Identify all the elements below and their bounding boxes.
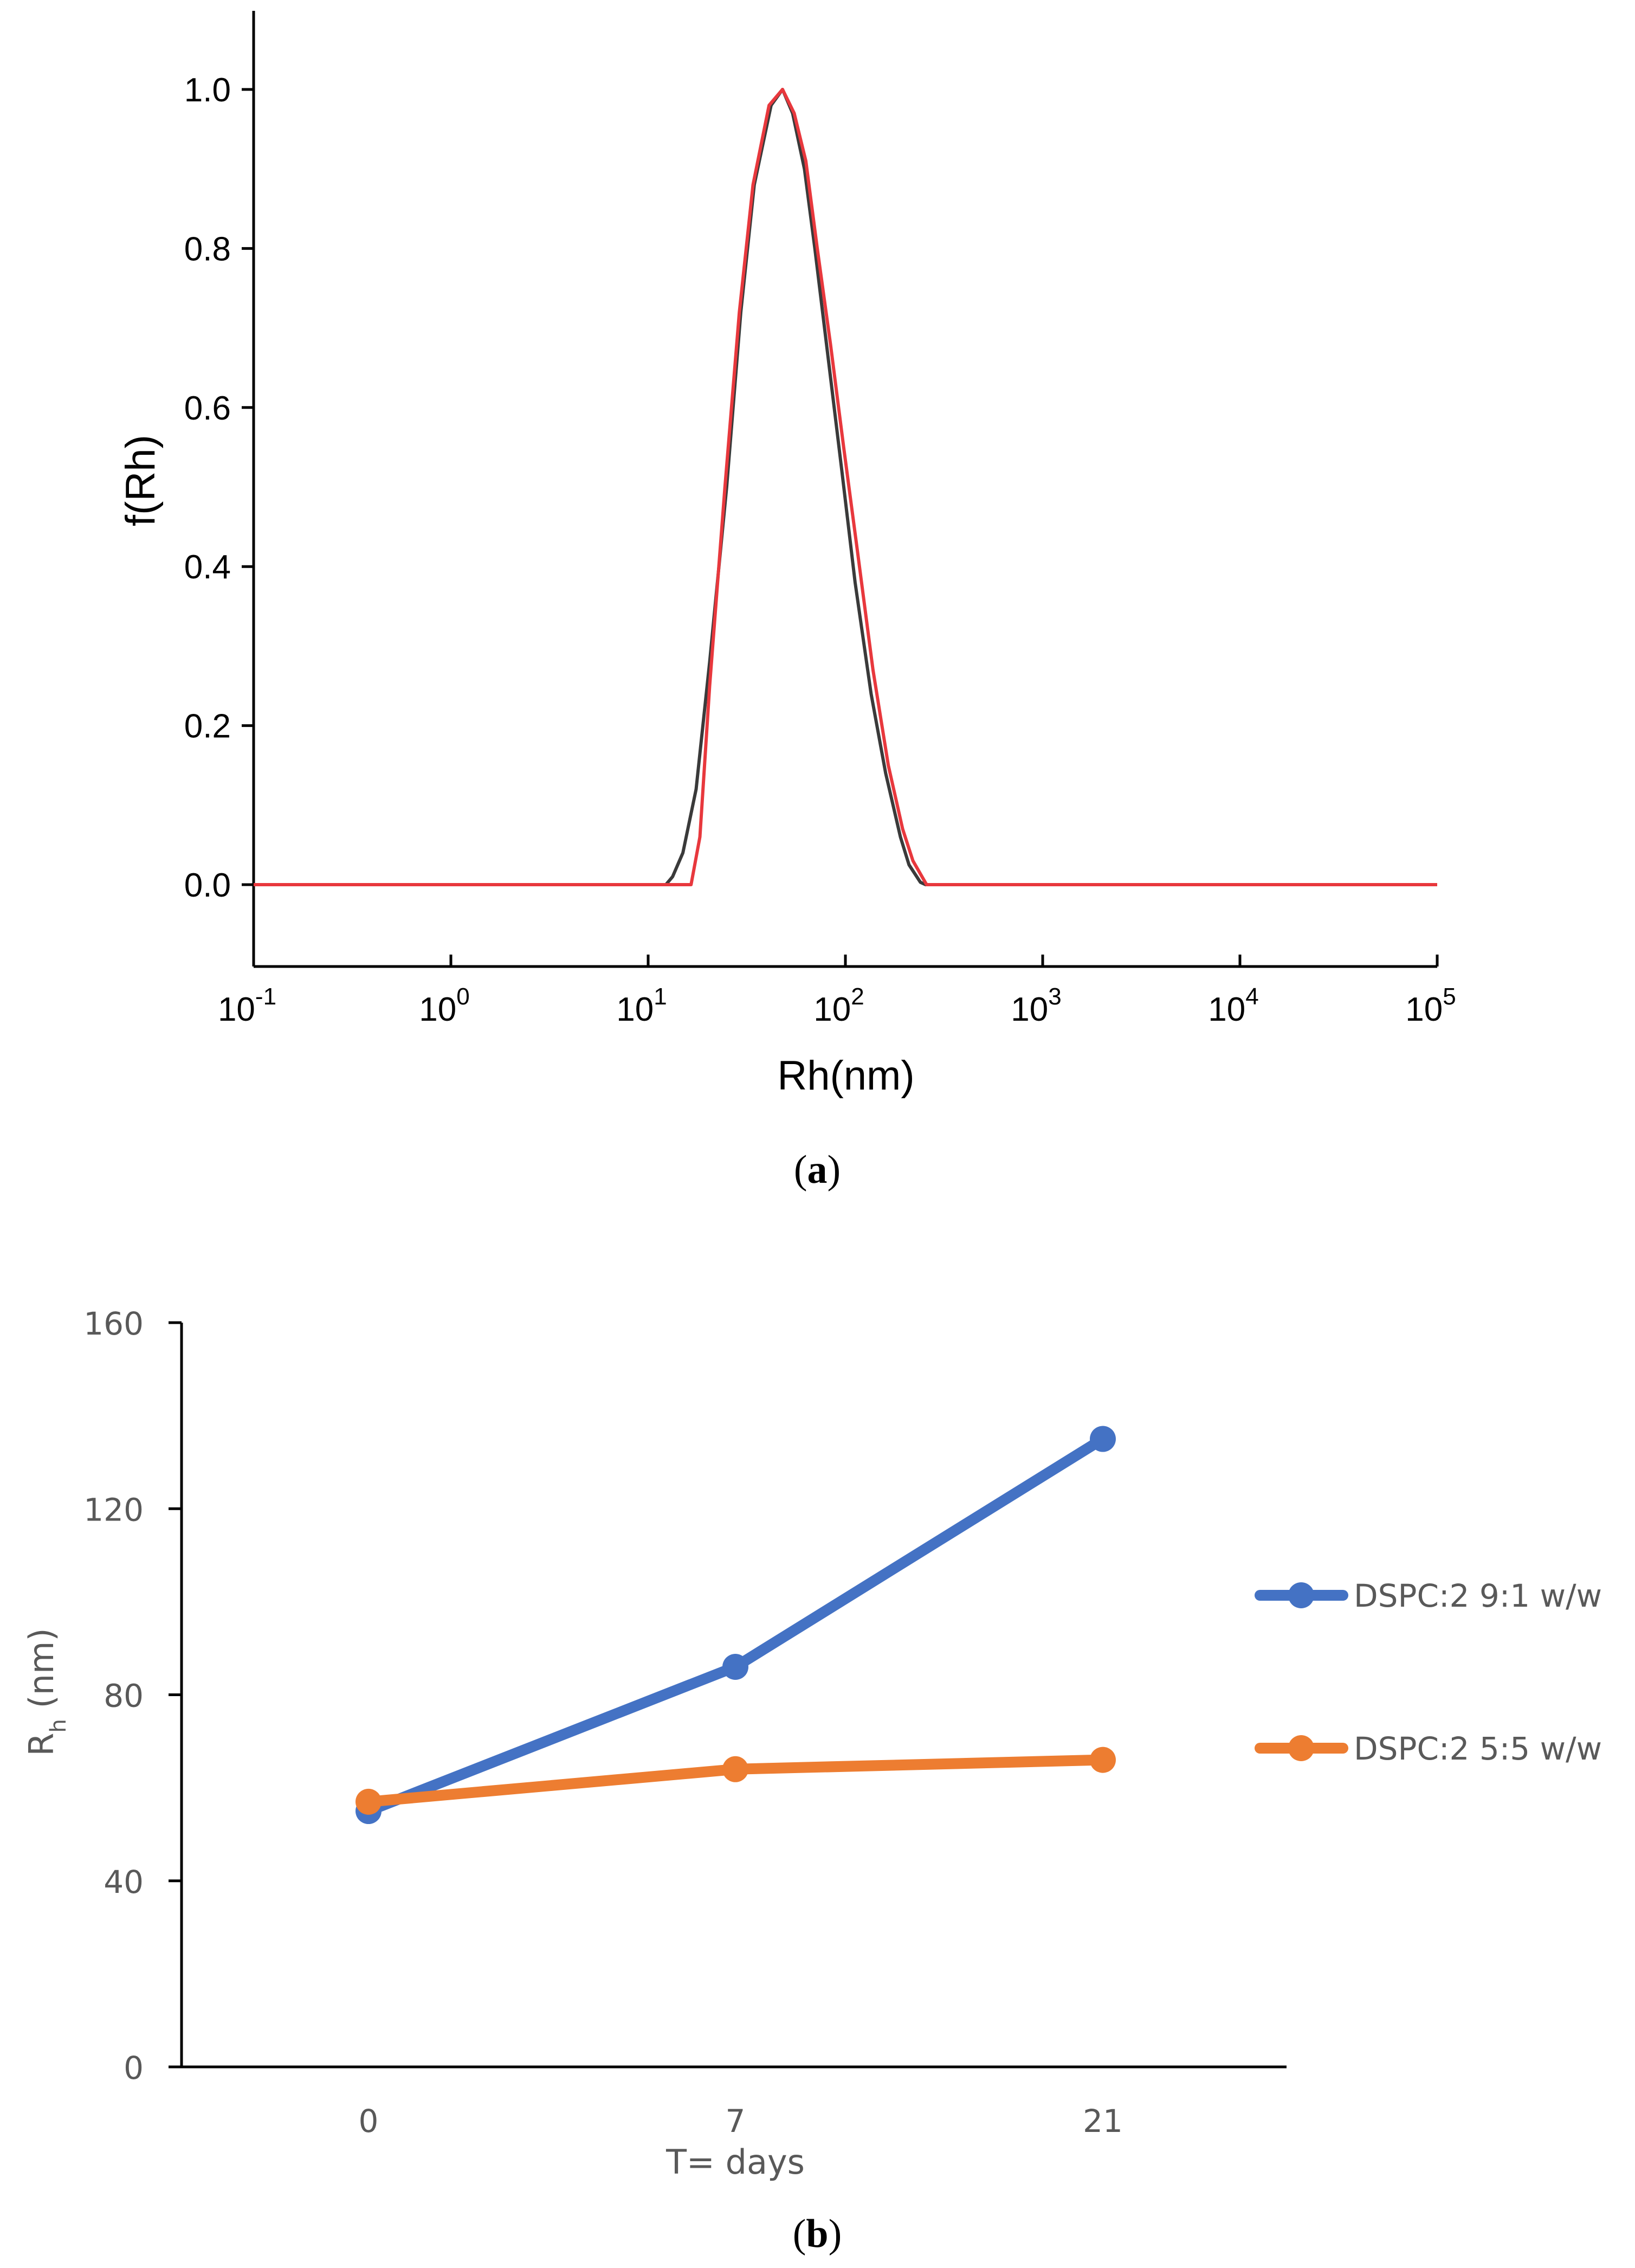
chart-b-x-axis-title: T= days bbox=[665, 2142, 805, 2182]
chart-b-series-1-line bbox=[363, 1433, 1108, 1816]
chart-b-legend-item: DSPC:2 9:1 w/w bbox=[1255, 1577, 1602, 1614]
chart-b-y-tick-label: 120 bbox=[83, 1491, 144, 1528]
chart-a-y-tick-label: 0.4 bbox=[184, 549, 231, 586]
chart-a-y-tick-label: 0.8 bbox=[184, 230, 231, 268]
chart-a-y-tick-label: 0.6 bbox=[184, 390, 231, 427]
chart-a-series-black-line bbox=[254, 88, 1437, 886]
chart-a: 0.0 0.2 0.4 0.6 0.8 1.0 10-1 100 101 102 103 104 10… bbox=[118, 11, 1456, 1192]
chart-a-y-tick-label: 0.2 bbox=[184, 708, 231, 745]
chart-b-x-tick-label: 21 bbox=[1083, 2103, 1123, 2140]
chart-b-x-tick-label: 0 bbox=[359, 2103, 379, 2140]
chart-b-series-2-point bbox=[722, 1756, 748, 1782]
chart-b-series-2-point bbox=[1090, 1747, 1116, 1773]
chart-b-caption: (b) bbox=[793, 2212, 842, 2256]
chart-b-x-tick-label: 7 bbox=[726, 2103, 746, 2140]
chart-a-x-axis-title: Rh(nm) bbox=[777, 1053, 914, 1099]
chart-a-series-red-line bbox=[254, 88, 1437, 886]
chart-a-x-tick-label: 101 bbox=[616, 983, 667, 1028]
chart-b: 0 40 80 120 160 0 7 21 DSPC:2 9:1 w/w DSPC:2 5:… bbox=[22, 1305, 1602, 2256]
chart-b-y-tick-label: 80 bbox=[104, 1678, 144, 1715]
chart-b-legend-label: DSPC:2 9:1 w/w bbox=[1354, 1577, 1602, 1614]
chart-b-y-tick-label: 40 bbox=[104, 1864, 144, 1900]
chart-a-x-tick-label: 105 bbox=[1405, 983, 1456, 1028]
chart-b-legend-marker bbox=[1288, 1582, 1314, 1608]
chart-a-x-tick-label: 10-1 bbox=[218, 983, 276, 1028]
chart-a-y-axis-title: f(Rh) bbox=[118, 435, 164, 526]
chart-b-legend-label: DSPC:2 5:5 w/w bbox=[1354, 1730, 1602, 1767]
chart-b-y-tick-label: 0 bbox=[124, 2050, 144, 2086]
chart-b-y-axis-title: Rh (nm) bbox=[22, 1628, 71, 1756]
chart-b-series-1-point bbox=[722, 1654, 748, 1680]
chart-a-y-tick-label: 0.0 bbox=[184, 867, 231, 904]
chart-a-x-tick-label: 103 bbox=[1011, 983, 1061, 1028]
chart-a-y-tick-label: 1.0 bbox=[184, 72, 231, 109]
chart-b-legend-item: DSPC:2 5:5 w/w bbox=[1255, 1730, 1602, 1767]
chart-a-caption: (a) bbox=[794, 1148, 841, 1192]
chart-a-x-tick-label: 100 bbox=[419, 983, 469, 1028]
chart-b-legend-marker bbox=[1288, 1735, 1314, 1761]
chart-a-x-tick-label: 104 bbox=[1208, 983, 1258, 1028]
chart-b-series-2-point bbox=[356, 1788, 382, 1815]
chart-b-y-tick-label: 160 bbox=[83, 1305, 144, 1342]
chart-b-series-1-point bbox=[1090, 1426, 1116, 1452]
chart-a-x-tick-label: 102 bbox=[813, 983, 864, 1028]
